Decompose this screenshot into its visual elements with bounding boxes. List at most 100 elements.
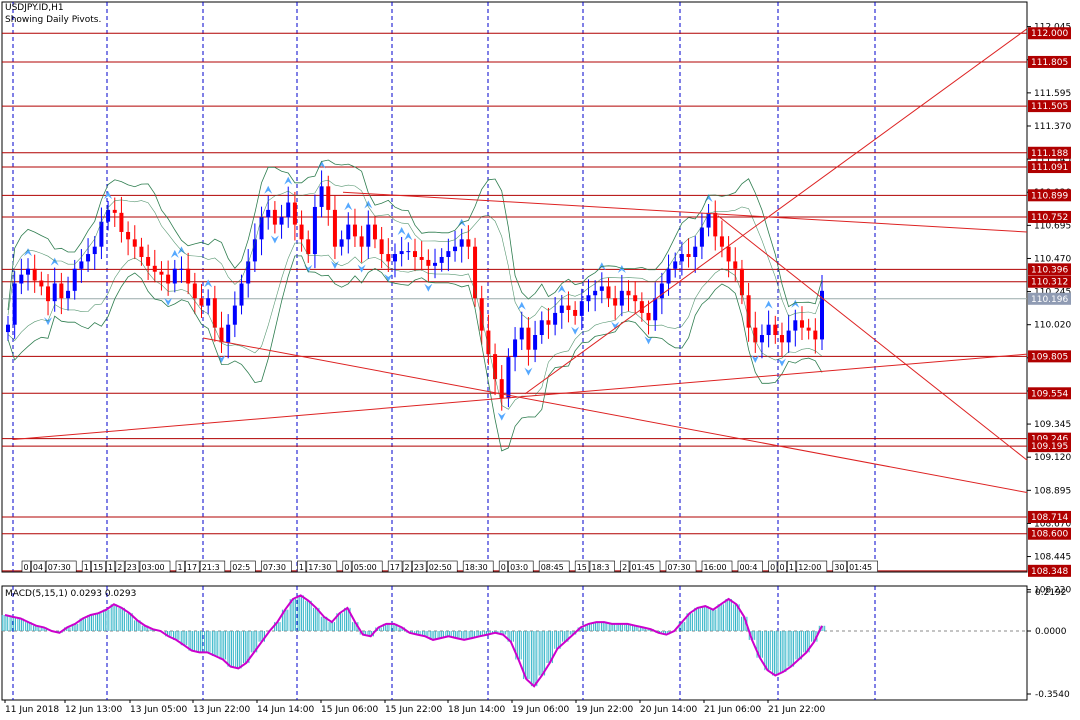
candle-body [659, 283, 664, 299]
session-tag-label: 07:30 [263, 563, 286, 572]
candle-body [299, 224, 304, 240]
pivot-label-bg [1028, 27, 1071, 40]
candle-body [606, 286, 611, 299]
session-tag [106, 560, 116, 573]
candle-body [820, 290, 824, 340]
candle-body [52, 283, 57, 302]
candle-body [59, 283, 64, 299]
session-tag-label: 2 [622, 563, 627, 572]
pivot-label-bg [1028, 55, 1071, 68]
session-tag-label: 0 [770, 563, 775, 572]
time-tick-label: 15 Jun 06:00 [321, 705, 378, 715]
candle-body [566, 305, 571, 310]
macd-tick-label: -0.3540 [1035, 690, 1070, 700]
pivot-label: 108.600 [1031, 530, 1068, 540]
pivot-label-bg [1028, 161, 1071, 174]
trendline [524, 28, 1028, 395]
price-tick-label: 109.345 [1034, 420, 1071, 430]
macd-signal-line [4, 594, 823, 688]
candle-body [132, 239, 137, 247]
candle-body [46, 286, 51, 302]
candle-body [99, 221, 104, 247]
candle-body [186, 268, 191, 284]
candle-body [126, 231, 131, 240]
fractal-down-icon [357, 264, 366, 273]
candle-body [613, 298, 618, 306]
session-tag [589, 560, 615, 573]
pivot-label: 111.505 [1031, 102, 1068, 112]
pivot-label-bg [1028, 275, 1071, 288]
fractal-down-icon [571, 326, 580, 335]
candle-body [493, 354, 498, 380]
candle-body [739, 268, 744, 296]
candle-body [699, 227, 704, 247]
session-tag [297, 560, 307, 573]
candle-body [446, 251, 451, 257]
price-tick-label: 108.895 [1034, 486, 1071, 496]
candle-body [526, 327, 531, 350]
candle-body [599, 286, 604, 291]
session-tag [230, 560, 256, 573]
candle-body [719, 236, 724, 247]
candle-body [212, 298, 217, 328]
session-tag [768, 560, 778, 573]
candle-body [112, 209, 117, 213]
session-tag-label: 02:50 [429, 563, 452, 572]
session-tag-label: 15 [577, 563, 587, 572]
fractal-down-icon [644, 336, 653, 345]
candle-body [813, 330, 818, 340]
time-tick-label: 21 Jun 22:00 [768, 705, 825, 715]
session-tag-label: 03:00 [142, 563, 165, 572]
candle-body [166, 274, 171, 284]
session-tag-label: 01:45 [849, 563, 872, 572]
candle-body [206, 298, 211, 306]
candle-body [19, 274, 24, 284]
price-tick-label: 111.370 [1034, 122, 1071, 132]
session-tag [737, 560, 763, 573]
pivot-label-bg [1028, 510, 1071, 523]
session-tag-label: 2 [405, 563, 410, 572]
candle-body [553, 312, 558, 325]
candle-body [426, 259, 431, 266]
session-tag [81, 560, 91, 573]
candle-body [146, 256, 151, 266]
current-price-label: 110.196 [1031, 295, 1068, 305]
candle-body [666, 268, 671, 284]
session-tag-label: 2 [117, 563, 122, 572]
price-tick-label: 110.020 [1034, 321, 1071, 331]
session-tag [832, 560, 847, 573]
fractal-down-icon [497, 412, 506, 421]
candle-body [693, 246, 698, 257]
candle-body [232, 305, 237, 325]
candle-body [533, 335, 538, 350]
candle-body [259, 217, 264, 240]
pivot-label-bg [1028, 440, 1071, 453]
candle-body [679, 254, 684, 262]
session-tag [629, 560, 661, 573]
session-tag [91, 560, 106, 573]
candle-body [12, 283, 17, 325]
fractal-down-icon [384, 274, 393, 283]
session-tag [412, 560, 427, 573]
session-tag [124, 560, 140, 573]
session-tag-label: 18:3 [592, 563, 610, 572]
candle-body [86, 254, 91, 262]
candle-body [266, 209, 271, 218]
candle-body [192, 283, 197, 299]
fractal-down-icon [270, 235, 279, 244]
fractal-down-icon [524, 367, 533, 376]
fractal-down-icon [330, 261, 339, 270]
macd-label: MACD(5,15,1) 0.0293 0.0293 [5, 589, 137, 599]
pivot-label: 110.752 [1031, 213, 1068, 223]
pivot-label: 108.714 [1031, 513, 1068, 523]
time-tick-label: 12 Jun 13:00 [65, 705, 122, 715]
time-tick-label: 19 Jun 06:00 [512, 705, 569, 715]
candle-body [72, 268, 77, 291]
pivot-label: 111.188 [1031, 149, 1068, 159]
session-tag [306, 560, 338, 573]
session-tag [847, 560, 878, 573]
fractal-up-icon [364, 200, 373, 209]
trendline [717, 215, 1028, 461]
candle-body [713, 212, 718, 237]
